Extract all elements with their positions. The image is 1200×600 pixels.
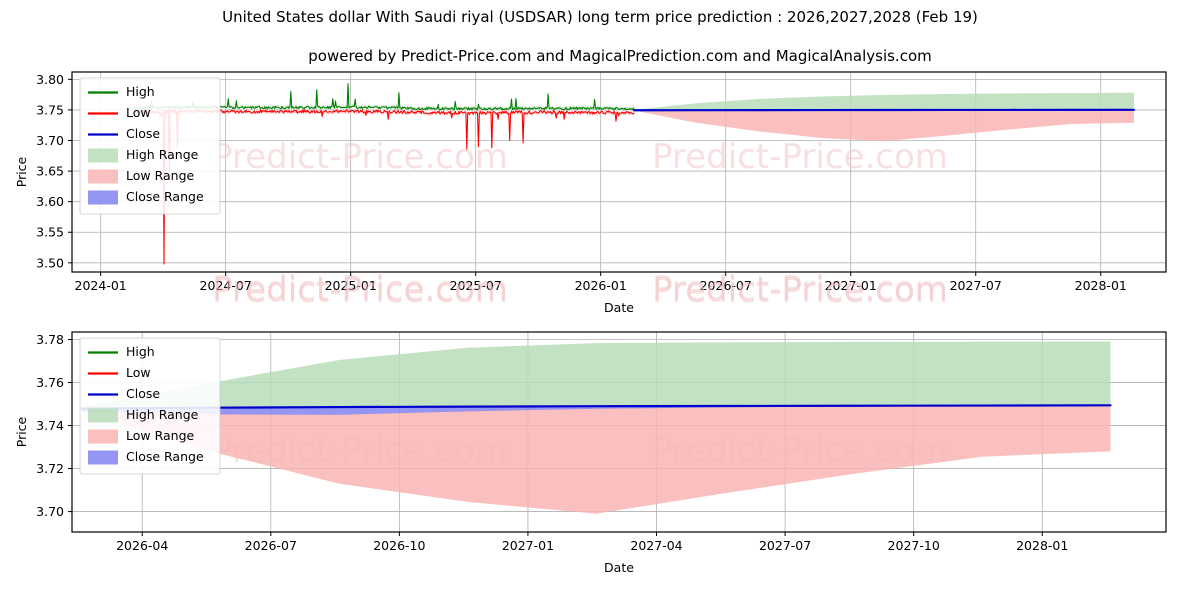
y-tick-label: 3.65	[36, 164, 64, 179]
watermark-text: Predict-Price.com	[652, 269, 948, 309]
legend-item-label: Low	[126, 105, 151, 120]
legend-item-high-range[interactable]: High Range	[88, 147, 199, 163]
legend-item-label: High	[126, 344, 155, 359]
x-tick-label: 2026-01	[575, 278, 627, 293]
y-tick-label: 3.72	[36, 461, 64, 476]
legend-item-label: Close Range	[126, 189, 204, 204]
legend-item-high-range[interactable]: High Range	[88, 407, 199, 423]
watermark-text: Predict-Price.com	[652, 271, 948, 311]
figure-subtitle: powered by Predict-Price.com and Magical…	[308, 47, 932, 65]
x-tick-label: 2027-01	[825, 278, 877, 293]
watermark-group: Predict-Price.com Predict-Price.com Predic…	[212, 137, 948, 309]
x-tick-label: 2024-07	[200, 278, 252, 293]
y-tick-label: 3.60	[36, 194, 64, 209]
legend-item-low-range[interactable]: Low Range	[88, 168, 195, 184]
plot-data	[133, 81, 1136, 267]
watermark-text: Predict-Price.com	[212, 271, 508, 311]
close-line	[80, 404, 1112, 410]
legend-item-label: Low Range	[126, 168, 195, 183]
chart-legend: High Low Close High Range Low Range Close Ran…	[79, 337, 221, 475]
x-axis-label: Date	[604, 300, 634, 315]
y-axis-label: Price	[14, 156, 29, 187]
x-tick-label: 2027-07	[759, 538, 811, 553]
y-tick-label: 3.70	[36, 504, 64, 519]
chart-legend: High Low Close High Range Low Range Close Ran…	[79, 77, 221, 215]
legend-item-close-range[interactable]: Close Range	[88, 189, 204, 205]
forecast-detail-chart-panel: Predict-Price.comPredict-Price.com3.703.…	[14, 331, 1167, 575]
legend-item-label: High Range	[126, 147, 199, 162]
x-tick-label: 2026-07	[245, 538, 297, 553]
legend-item-label: Low Range	[126, 428, 195, 443]
legend-item-close[interactable]: Close	[88, 126, 160, 141]
low-range-band	[633, 109, 1134, 142]
legend-item-high[interactable]: High	[88, 344, 155, 359]
x-tick-label: 2026-10	[373, 538, 425, 553]
legend-band-swatch	[88, 190, 118, 205]
x-tick-label: 2028-01	[1016, 538, 1068, 553]
legend-item-label: High	[126, 84, 155, 99]
low-range-band	[81, 405, 1111, 514]
x-tick-label: 2024-01	[75, 278, 127, 293]
legend-item-close[interactable]: Close	[88, 386, 160, 401]
x-tick-label: 2025-07	[450, 278, 502, 293]
plot-frame	[71, 331, 1167, 533]
y-tick-label: 3.78	[36, 332, 64, 347]
y-tick-label: 3.80	[36, 72, 64, 87]
figure-title: United States dollar With Saudi riyal (U…	[222, 8, 978, 26]
legend-item-label: Close	[126, 126, 160, 141]
watermark-text: Predict-Price.com	[212, 137, 508, 177]
y-tick-label: 3.76	[36, 375, 64, 390]
x-tick-label: 2028-01	[1075, 278, 1127, 293]
high-range-band	[81, 341, 1111, 409]
plot-data	[80, 341, 1112, 514]
x-tick-label: 2027-01	[502, 538, 554, 553]
legend-band-swatch	[88, 169, 118, 184]
legend-band-swatch	[88, 429, 118, 444]
legend-band-swatch	[88, 450, 118, 465]
x-tick-label: 2026-04	[116, 538, 168, 553]
x-tick-label: 2027-10	[888, 538, 940, 553]
legend-item-label: Close	[126, 386, 160, 401]
legend-item-label: Low	[126, 365, 151, 380]
x-tick-label: 2027-07	[950, 278, 1002, 293]
legend-band-swatch	[88, 408, 118, 423]
legend-item-low[interactable]: Low	[88, 105, 151, 120]
overview-chart-panel: Predict-Price.com Predict-Price.com Predic…	[14, 71, 1167, 315]
high-range-band	[633, 92, 1134, 111]
legend-band-swatch	[88, 148, 118, 163]
x-axis-label: Date	[604, 560, 634, 575]
watermark-text: Predict-Price.com	[652, 137, 948, 177]
x-tick-label: 2026-07	[700, 278, 752, 293]
y-tick-label: 3.70	[36, 133, 64, 148]
legend-item-low-range[interactable]: Low Range	[88, 428, 195, 444]
watermark-text: Predict-Price.com	[212, 269, 508, 309]
y-tick-label: 3.55	[36, 225, 64, 240]
legend-item-label: Close Range	[126, 449, 204, 464]
plot-frame	[71, 71, 1167, 273]
legend-item-label: High Range	[126, 407, 199, 422]
x-tick-label: 2027-04	[630, 538, 682, 553]
y-tick-label: 3.50	[36, 255, 64, 270]
y-axis-label: Price	[14, 416, 29, 447]
y-tick-label: 3.75	[36, 102, 64, 117]
x-tick-label: 2025-01	[325, 278, 377, 293]
y-tick-label: 3.74	[36, 418, 64, 433]
legend-item-close-range[interactable]: Close Range	[88, 449, 204, 465]
legend-item-low[interactable]: Low	[88, 365, 151, 380]
legend-item-high[interactable]: High	[88, 84, 155, 99]
